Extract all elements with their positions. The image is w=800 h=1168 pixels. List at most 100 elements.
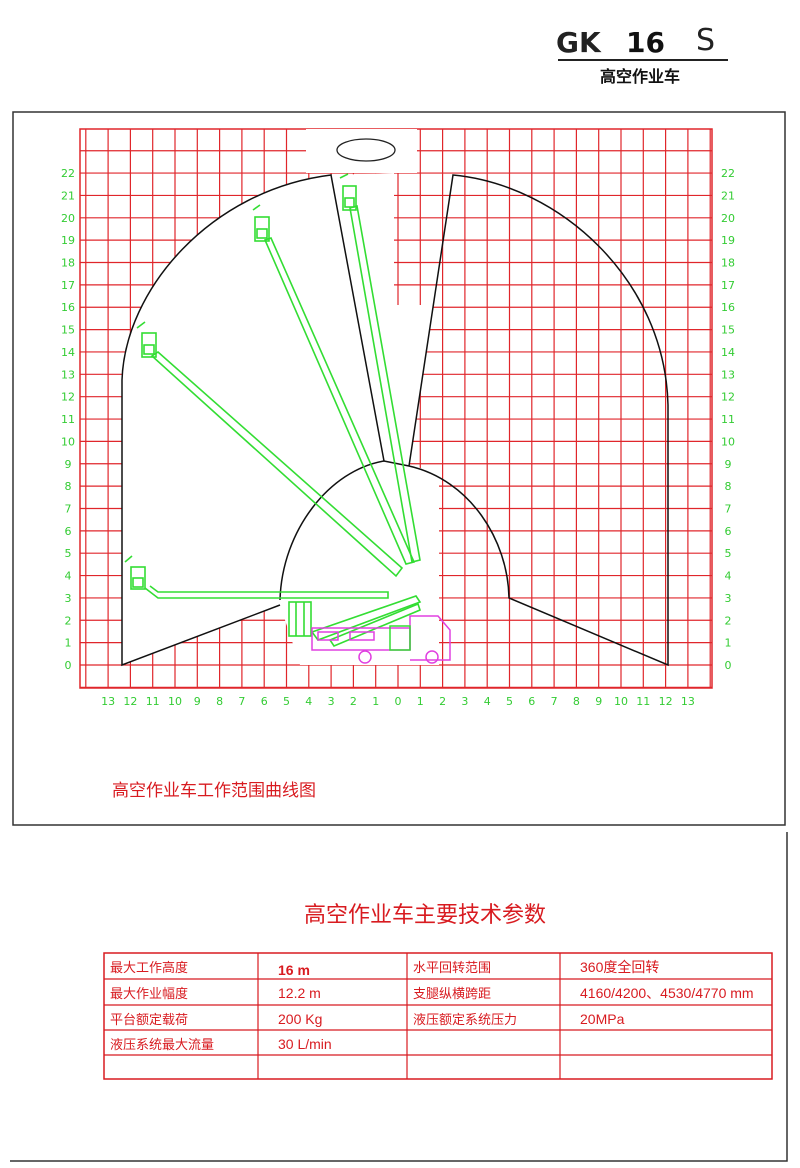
x-tick-label: 13 xyxy=(101,695,115,708)
y-tick-label-right: 3 xyxy=(725,592,732,605)
right-envelope xyxy=(279,174,669,667)
x-tick-label: 12 xyxy=(123,695,137,708)
y-tick-label-right: 17 xyxy=(721,279,735,292)
y-tick-label-right: 19 xyxy=(721,234,735,247)
table-cell-value1: 12.2 m xyxy=(278,985,321,1001)
y-tick-label-left: 20 xyxy=(61,212,75,225)
y-tick-label-right: 12 xyxy=(721,391,735,404)
x-tick-label: 8 xyxy=(573,695,580,708)
table-cell-label1: 平台额定载荷 xyxy=(110,1013,188,1028)
x-tick-label: 2 xyxy=(350,695,357,708)
table-cell-value2: 4160/4200、4530/4770 mm xyxy=(580,985,754,1001)
outriggers xyxy=(288,601,312,637)
y-tick-label-right: 7 xyxy=(725,502,732,515)
y-tick-label-right: 10 xyxy=(721,435,735,448)
y-tick-label-left: 16 xyxy=(61,301,75,314)
boom-horizontal xyxy=(124,555,389,599)
table-cell-label2: 液压额定系统压力 xyxy=(413,1013,517,1028)
table-row: 最大作业幅度 12.2 m 支腿纵横跨距 4160/4200、4530/4770 mm xyxy=(110,985,754,1002)
x-tick-label: 12 xyxy=(659,695,673,708)
model-number: 16 xyxy=(626,26,665,59)
page-border xyxy=(10,832,788,1162)
model-subtitle: 高空作业车 xyxy=(600,67,680,86)
table-cell-label1: 液压系统最大流量 xyxy=(110,1038,214,1053)
x-tick-label: 9 xyxy=(194,695,201,708)
y-tick-label-right: 11 xyxy=(721,413,735,426)
diagram-caption: 高空作业车工作范围曲线图 xyxy=(112,781,316,801)
y-tick-label-left: 13 xyxy=(61,368,75,381)
y-tick-label-left: 5 xyxy=(65,547,72,560)
y-tick-label-right: 6 xyxy=(725,525,732,538)
table-cell-value1: 16 m xyxy=(278,962,310,978)
work-envelope xyxy=(121,174,669,667)
x-tick-label: 7 xyxy=(238,695,245,708)
y-tick-label-right: 9 xyxy=(725,458,732,471)
y-tick-label-left: 22 xyxy=(61,167,75,180)
x-tick-label: 0 xyxy=(395,695,402,708)
x-tick-label: 4 xyxy=(305,695,312,708)
diagram-frame xyxy=(12,111,786,826)
x-tick-label: 1 xyxy=(417,695,424,708)
y-tick-label-left: 19 xyxy=(61,234,75,247)
y-tick-label-left: 12 xyxy=(61,391,75,404)
y-tick-label-left: 0 xyxy=(65,659,72,672)
x-tick-label: 11 xyxy=(146,695,160,708)
title-block: GK 16 S 高空作业车 xyxy=(556,23,728,86)
boom-positions xyxy=(124,173,422,647)
y-tick-label-left: 8 xyxy=(65,480,72,493)
y-tick-label-left: 3 xyxy=(65,592,72,605)
clear-regions xyxy=(122,129,439,665)
table-row: 液压系统最大流量 30 L/min xyxy=(110,1036,332,1053)
x-tick-label: 13 xyxy=(681,695,695,708)
axis-ticks: 13 12 11 10 9 8 7 6 5 4 3 2 1 0 1 2 3 4 5 6 7 8 9 10 11 12 130 01 12… xyxy=(61,167,735,708)
y-tick-label-right: 22 xyxy=(721,167,735,180)
table-cell-label1: 最大工作高度 xyxy=(110,960,188,976)
y-tick-label-right: 13 xyxy=(721,368,735,381)
y-tick-label-left: 6 xyxy=(65,525,72,538)
y-tick-label-left: 15 xyxy=(61,324,75,337)
boom-vertical xyxy=(339,173,421,563)
y-tick-label-left: 4 xyxy=(65,570,72,583)
rotation-symbol xyxy=(336,138,396,162)
y-tick-label-right: 18 xyxy=(721,257,735,270)
table-row: 平台额定载荷 200 Kg 液压额定系统压力 20MPa xyxy=(110,1011,625,1028)
table-cell-value2: 20MPa xyxy=(580,1011,625,1027)
x-tick-label: 3 xyxy=(328,695,335,708)
y-tick-label-right: 16 xyxy=(721,301,735,314)
y-tick-label-left: 1 xyxy=(65,637,72,650)
y-tick-label-left: 2 xyxy=(65,614,72,627)
y-tick-label-right: 0 xyxy=(725,659,732,672)
x-tick-label: 7 xyxy=(551,695,558,708)
y-tick-label-left: 10 xyxy=(61,435,75,448)
table-cell-value1: 200 Kg xyxy=(278,1011,322,1027)
boom-45deg xyxy=(136,321,404,578)
y-tick-label-left: 11 xyxy=(61,413,75,426)
model-suffix: S xyxy=(696,23,715,58)
y-tick-label-right: 1 xyxy=(725,637,732,650)
x-tick-label: 8 xyxy=(216,695,223,708)
y-tick-label-right: 21 xyxy=(721,189,735,202)
x-tick-label: 4 xyxy=(484,695,491,708)
table-cell-value1: 30 L/min xyxy=(278,1036,332,1052)
y-tick-label-right: 14 xyxy=(721,346,735,359)
table-cell-label1: 最大作业幅度 xyxy=(110,986,188,1002)
x-tick-label: 9 xyxy=(595,695,602,708)
x-tick-label: 2 xyxy=(439,695,446,708)
truck xyxy=(311,615,451,664)
left-envelope xyxy=(121,174,385,667)
x-tick-label: 6 xyxy=(528,695,535,708)
x-tick-label: 5 xyxy=(283,695,290,708)
table-row: 最大工作高度 16 m 水平回转范围 360度全回转 xyxy=(110,959,659,978)
x-tick-label: 3 xyxy=(461,695,468,708)
y-tick-label-left: 9 xyxy=(65,458,72,471)
table-cell-value2: 360度全回转 xyxy=(580,959,659,975)
x-tick-label: 5 xyxy=(506,695,513,708)
x-tick-label: 11 xyxy=(636,695,650,708)
y-tick-label-left: 17 xyxy=(61,279,75,292)
table-cell-label2: 水平回转范围 xyxy=(413,961,491,976)
y-tick-label-right: 8 xyxy=(725,480,732,493)
x-tick-label: 1 xyxy=(372,695,379,708)
x-tick-label: 10 xyxy=(168,695,182,708)
model-prefix: GK xyxy=(556,26,602,59)
